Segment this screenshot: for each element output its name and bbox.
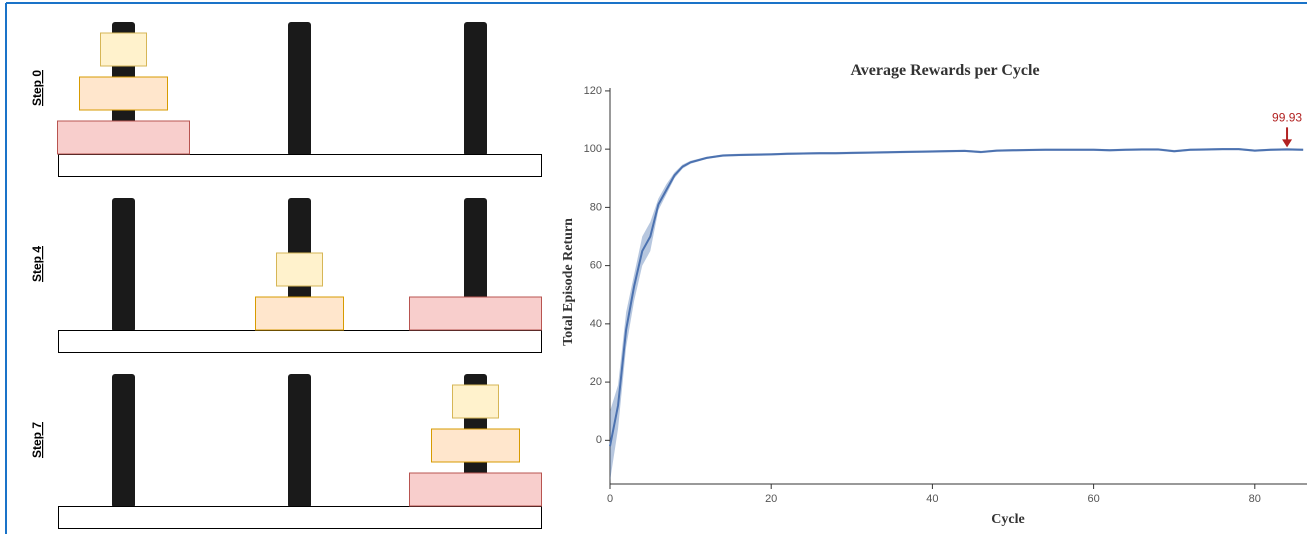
x-tick-label: 80 xyxy=(1249,493,1261,505)
peg xyxy=(288,374,311,508)
x-tick-label: 0 xyxy=(607,493,613,505)
step-label: Step 0 xyxy=(30,70,44,106)
y-axis-label: Total Episode Return xyxy=(561,218,576,346)
y-tick-label: 100 xyxy=(584,143,602,155)
confidence-band xyxy=(610,148,1303,481)
y-tick-label: 40 xyxy=(590,318,602,330)
peg xyxy=(112,198,135,332)
peg xyxy=(464,22,487,156)
disc xyxy=(256,297,344,330)
mean-line xyxy=(610,149,1303,446)
disc xyxy=(453,385,499,418)
disc xyxy=(410,297,542,330)
x-axis-label: Cycle xyxy=(991,512,1024,527)
y-tick-label: 0 xyxy=(596,434,602,446)
chart-title: Average Rewards per Cycle xyxy=(850,62,1039,79)
x-tick-label: 20 xyxy=(765,493,777,505)
base xyxy=(59,507,542,529)
annotation-label: 99.93 xyxy=(1272,110,1302,124)
annotation-arrowhead xyxy=(1282,139,1292,147)
peg xyxy=(288,22,311,156)
step-label: Step 4 xyxy=(30,246,44,282)
disc xyxy=(277,253,323,286)
disc xyxy=(410,473,542,506)
y-tick-label: 20 xyxy=(590,376,602,388)
x-tick-label: 40 xyxy=(926,493,938,505)
base xyxy=(59,155,542,177)
disc xyxy=(58,121,190,154)
peg xyxy=(112,374,135,508)
y-tick-label: 60 xyxy=(590,260,602,272)
base xyxy=(59,331,542,353)
disc xyxy=(80,77,168,110)
y-tick-label: 120 xyxy=(584,85,602,97)
step-label: Step 7 xyxy=(30,422,44,458)
disc xyxy=(432,429,520,462)
x-tick-label: 60 xyxy=(1087,493,1099,505)
y-tick-label: 80 xyxy=(590,201,602,213)
page: Average Rewards per Cycle Cycle Total Ep… xyxy=(0,0,1307,534)
disc xyxy=(101,33,147,66)
